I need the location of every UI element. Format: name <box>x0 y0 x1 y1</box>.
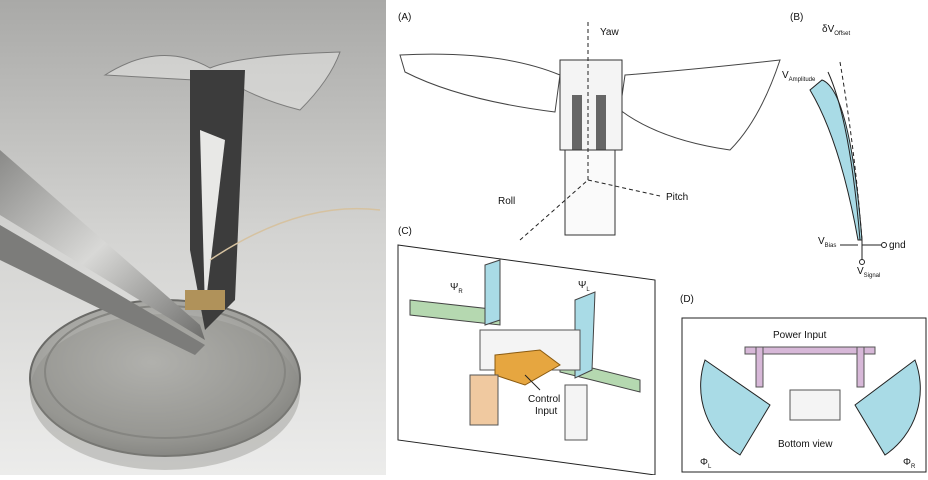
panel-c: (C) ΨR ΨL Control Input <box>398 226 655 475</box>
panel-label: (C) <box>398 226 412 237</box>
symbol: Φ <box>700 457 708 468</box>
photo <box>0 0 386 475</box>
panel-label: (D) <box>680 294 694 305</box>
subscript: Signal <box>864 273 881 279</box>
subscript: R <box>458 289 463 295</box>
figure: (A) Yaw Roll Pitch (B) δVOffset VAmplitu… <box>0 0 928 475</box>
bias-label: VBias <box>818 236 836 249</box>
amplitude-label: VAmplitude <box>782 70 816 83</box>
panel-b: (B) δVOffset VAmplitude VBias gnd VSigna… <box>782 12 906 279</box>
subscript: Amplitude <box>789 77 816 83</box>
subscript: Offset <box>834 31 850 37</box>
panel-a: (A) Yaw Roll Pitch <box>398 12 780 240</box>
symbol: Ψ <box>450 282 458 293</box>
axis-label: Pitch <box>666 192 688 203</box>
panel-d: (D) Power Input Bottom view ΦL ΦR <box>680 294 926 472</box>
panel-label: (B) <box>790 12 803 23</box>
symbol: Ψ <box>578 280 586 291</box>
control-input-line: Control <box>528 394 560 405</box>
subscript: Bias <box>825 243 837 249</box>
ground-label: gnd <box>889 240 906 251</box>
axis-label: Roll <box>498 196 515 207</box>
power-input-label: Power Input <box>773 330 827 341</box>
panel-label: (A) <box>398 12 411 23</box>
symbol: δV <box>822 24 835 35</box>
offset-label: δVOffset <box>822 24 850 37</box>
subscript: R <box>911 464 916 470</box>
symbol: Φ <box>903 457 911 468</box>
control-input-line: Input <box>535 406 557 417</box>
signal-label: VSignal <box>857 266 880 279</box>
bottom-view-label: Bottom view <box>778 439 833 450</box>
axis-label: Yaw <box>600 27 619 38</box>
